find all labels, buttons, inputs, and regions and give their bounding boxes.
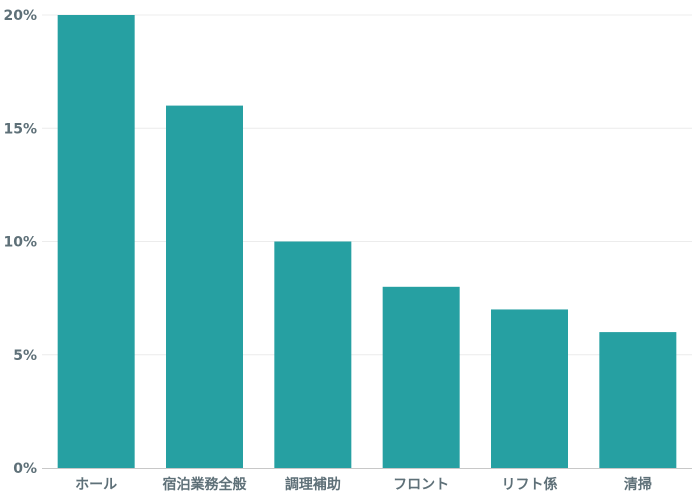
bar xyxy=(57,15,135,468)
y-tick-label: 20% xyxy=(3,8,37,24)
bar xyxy=(599,332,677,468)
x-axis-category-labels: ホール 宿泊業務全般 調理補助 フロント リフト係 清掃 xyxy=(75,476,652,493)
x-category-label: 調理補助 xyxy=(285,476,341,493)
y-axis-tick-labels: 0% 5% 10% 15% 20% xyxy=(3,8,37,477)
grid-lines xyxy=(42,14,692,356)
y-tick-label: 5% xyxy=(13,348,37,364)
bar xyxy=(491,309,568,468)
y-tick-label: 15% xyxy=(3,121,37,137)
x-category-label: 清掃 xyxy=(624,476,652,493)
x-category-label: ホール xyxy=(75,477,117,493)
y-tick-label: 0% xyxy=(13,461,37,477)
bar xyxy=(382,286,460,468)
bar xyxy=(274,241,352,468)
y-tick-label: 10% xyxy=(3,235,37,251)
bars xyxy=(57,15,677,468)
bar xyxy=(166,105,243,468)
x-category-label: 宿泊業務全般 xyxy=(163,476,247,493)
x-category-label: リフト係 xyxy=(502,476,558,493)
x-category-label: フロント xyxy=(393,477,449,493)
